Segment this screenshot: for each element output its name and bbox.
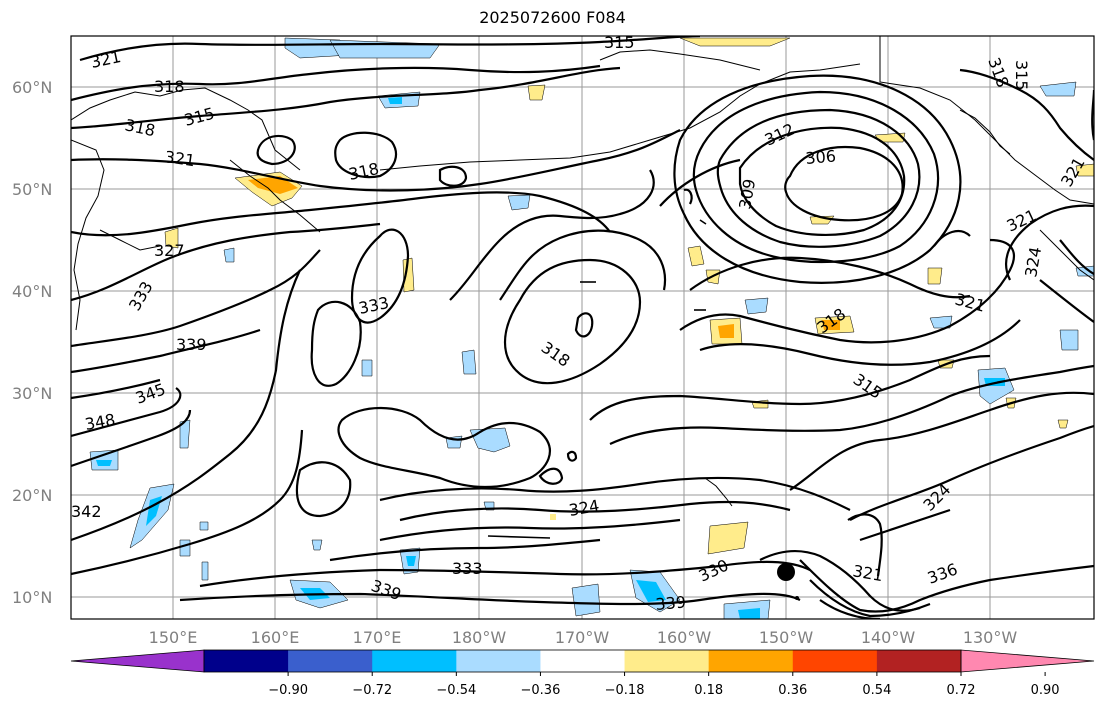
colorbar-segment [792, 650, 878, 672]
lat-label-30n: 30°N [12, 384, 52, 403]
lon-label: 160°W [657, 628, 712, 647]
colorbar-segment [288, 650, 373, 672]
colorbar-segment [456, 650, 541, 672]
contour-label: 327 [154, 241, 185, 260]
cyclone-marker [777, 563, 795, 581]
colorbar-outline [203, 649, 962, 673]
contour-label: 342 [71, 502, 102, 521]
lon-label: 150°E [149, 628, 198, 647]
lon-label: 180°W [452, 628, 507, 647]
lon-label: 140°W [861, 628, 916, 647]
colorbar-segment [876, 650, 962, 672]
colorbar-tick-label: 0.18 [694, 683, 723, 698]
colorbar-tick-label: 0.36 [778, 683, 807, 698]
colorbar-tick-label: 0.90 [1031, 683, 1060, 698]
lat-label-20n: 20°N [12, 486, 52, 505]
colorbar-extend-min [70, 649, 205, 673]
contour-label: 318 [154, 77, 185, 96]
contour-label: 339 [655, 592, 687, 614]
colorbar-tick-label: −0.54 [436, 683, 476, 698]
longitude-labels: 150°E 160°E 170°E 180°W 170°W 160°W 150°… [149, 628, 1018, 647]
lon-label: 160°E [251, 628, 300, 647]
colorbar-tick-label: −0.18 [605, 683, 645, 698]
colorbar-segment [204, 650, 289, 672]
lat-label-60n: 60°N [12, 78, 52, 97]
contour-label: 306 [805, 146, 837, 168]
lon-label: 170°W [555, 628, 610, 647]
colorbar [70, 649, 1095, 673]
contour-label: 315 [1012, 60, 1031, 91]
map-frame [70, 35, 1095, 620]
colorbar-segment [540, 650, 626, 672]
lon-label: 150°W [759, 628, 814, 647]
colorbar-segment [708, 650, 794, 672]
colorbar-tick-label: −0.90 [268, 683, 308, 698]
colorbar-segment [372, 650, 457, 672]
contour-label: 321 [163, 147, 196, 170]
contour-label: 315 [604, 33, 635, 52]
colorbar-labels: −0.90 −0.72 −0.54 −0.36 −0.18 0.18 0.36 0.54 0.7… [268, 672, 1060, 698]
contours [71, 36, 1094, 619]
lon-label: 130°W [963, 628, 1018, 647]
lat-label-40n: 40°N [12, 282, 52, 301]
colorbar-extend-max [960, 649, 1095, 673]
contour-label: 339 [176, 335, 207, 354]
latitude-labels: 60°N 50°N 40°N 30°N 20°N 10°N [12, 78, 52, 607]
colorbar-tick-label: 0.54 [862, 683, 891, 698]
contour-label: 333 [452, 559, 483, 578]
map-title: 2025072600 F084 [479, 8, 626, 27]
lat-label-50n: 50°N [12, 180, 52, 199]
lat-label-10n: 10°N [12, 588, 52, 607]
colorbar-segment [624, 650, 710, 672]
colorbar-tick-label: −0.72 [352, 683, 392, 698]
colorbar-tick-label: −0.36 [521, 683, 561, 698]
lon-label: 170°E [353, 628, 402, 647]
colorbar-tick-label: 0.72 [947, 683, 976, 698]
